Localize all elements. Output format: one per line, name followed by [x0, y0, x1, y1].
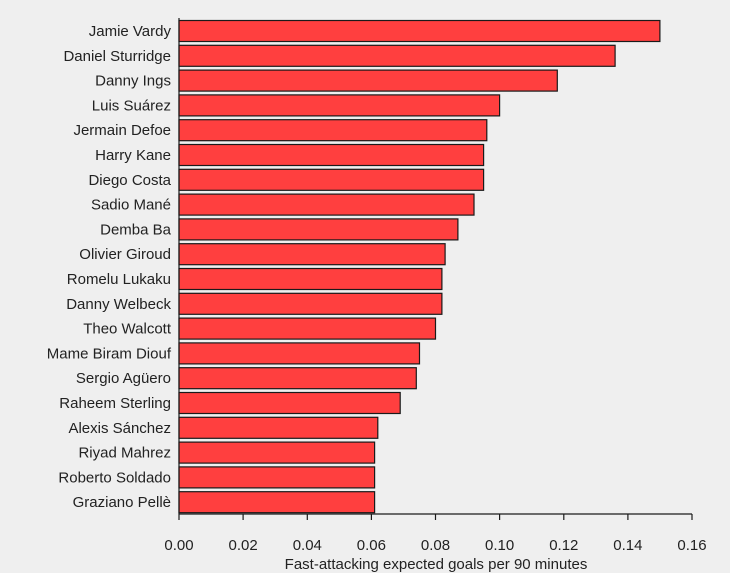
category-label: Sadio Mané	[91, 197, 171, 214]
bar-14	[178, 367, 417, 390]
bar-1	[178, 44, 616, 67]
category-label: Luis Suárez	[92, 97, 171, 114]
category-label: Danny Welbeck	[66, 296, 171, 313]
bar-17	[178, 441, 376, 464]
bar-13	[178, 342, 421, 365]
category-label: Raheem Sterling	[59, 395, 171, 412]
bar-3	[178, 94, 501, 117]
bar-4	[178, 119, 488, 142]
x-tick-label: 0.08	[421, 537, 450, 554]
category-label: Romelu Lukaku	[67, 271, 171, 288]
x-tick-label: 0.06	[357, 537, 386, 554]
category-label: Diego Costa	[88, 172, 171, 189]
x-tick-label: 0.14	[613, 537, 642, 554]
category-label: Sergio Agüero	[76, 370, 171, 387]
category-labels: Jamie Vardy Daniel Sturridge Danny Ings Lui…	[47, 23, 172, 511]
bar-8	[178, 218, 459, 241]
category-label: Jamie Vardy	[89, 23, 172, 40]
category-label: Graziano Pellè	[73, 494, 171, 511]
x-tick-label: 0.12	[549, 537, 578, 554]
category-label: Roberto Soldado	[58, 469, 171, 486]
bar-10	[178, 267, 443, 291]
bar-19	[178, 491, 376, 514]
bar-9	[178, 243, 446, 266]
x-axis-label: Fast-attacking expected goals per 90 min…	[285, 556, 588, 573]
x-tick-label: 0.04	[293, 537, 322, 554]
bar-0	[178, 19, 661, 43]
bar-11	[178, 292, 443, 315]
bar-5	[178, 143, 485, 167]
bar-7	[178, 193, 475, 216]
category-label: Olivier Giroud	[79, 246, 171, 263]
bar-6	[178, 168, 485, 191]
x-tick-label: 0.10	[485, 537, 514, 554]
x-tick-label: 0.02	[228, 537, 257, 554]
category-label: Riyad Mahrez	[78, 445, 171, 462]
bar-18	[178, 466, 376, 489]
x-tick-label: 0.00	[164, 537, 193, 554]
category-label: Danny Ings	[95, 73, 171, 90]
category-label: Alexis Sánchez	[68, 420, 171, 437]
category-label: Mame Biram Diouf	[47, 345, 172, 362]
category-label: Jermain Defoe	[73, 122, 171, 139]
bar-12	[178, 317, 437, 340]
category-label: Harry Kane	[95, 147, 171, 164]
x-tick-labels: 0.00 0.02 0.04 0.06 0.08 0.10 0.12 0.14 0.16	[164, 537, 706, 554]
bars-group	[178, 19, 661, 514]
bar-2	[178, 69, 558, 92]
axes	[178, 18, 693, 520]
category-label: Daniel Sturridge	[63, 48, 171, 65]
bar-16	[178, 416, 379, 439]
category-label: Demba Ba	[100, 221, 172, 238]
x-tick-label: 0.16	[677, 537, 706, 554]
category-label: Theo Walcott	[83, 321, 172, 338]
bar-15	[178, 391, 401, 415]
